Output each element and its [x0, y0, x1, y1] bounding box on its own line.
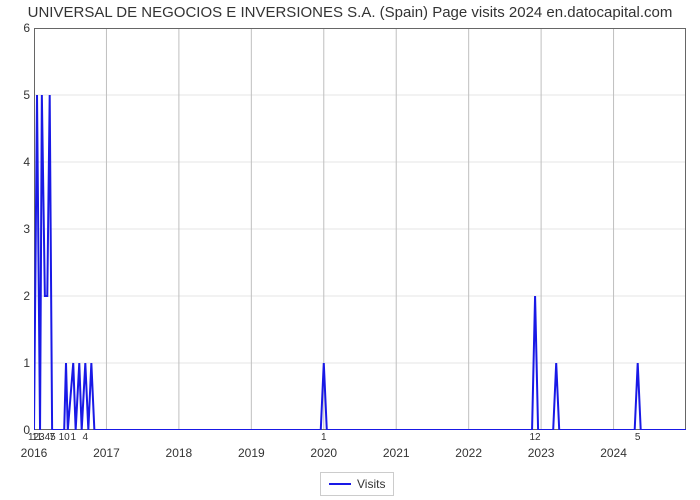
- x-major-tick-label: 2021: [383, 446, 410, 460]
- x-major-tick-label: 2023: [528, 446, 555, 460]
- x-minor-tick-label: 12: [530, 432, 541, 443]
- chart-title: UNIVERSAL DE NEGOCIOS E INVERSIONES S.A.…: [0, 4, 700, 21]
- x-minor-tick-label: 5: [635, 432, 641, 443]
- y-tick-label: 3: [10, 222, 30, 236]
- y-tick-label: 2: [10, 289, 30, 303]
- x-minor-tick-label: 7: [49, 432, 55, 443]
- y-tick-label: 5: [10, 88, 30, 102]
- x-minor-tick-label: 4: [83, 432, 89, 443]
- y-tick-label: 1: [10, 356, 30, 370]
- x-major-tick-label: 2020: [310, 446, 337, 460]
- legend: Visits: [320, 472, 394, 496]
- y-tick-label: 4: [10, 155, 30, 169]
- x-minor-tick-label: 1: [70, 432, 76, 443]
- x-major-tick-label: 2019: [238, 446, 265, 460]
- chart-plot: [34, 28, 686, 430]
- x-major-tick-label: 2016: [21, 446, 48, 460]
- x-major-tick-label: 2018: [166, 446, 193, 460]
- x-major-tick-label: 2024: [600, 446, 627, 460]
- x-major-tick-label: 2022: [455, 446, 482, 460]
- x-major-tick-label: 2017: [93, 446, 120, 460]
- legend-swatch: [329, 483, 351, 485]
- legend-label: Visits: [357, 477, 385, 491]
- x-minor-tick-label: 10: [59, 432, 70, 443]
- y-tick-label: 6: [10, 21, 30, 35]
- x-minor-tick-label: 1: [321, 432, 327, 443]
